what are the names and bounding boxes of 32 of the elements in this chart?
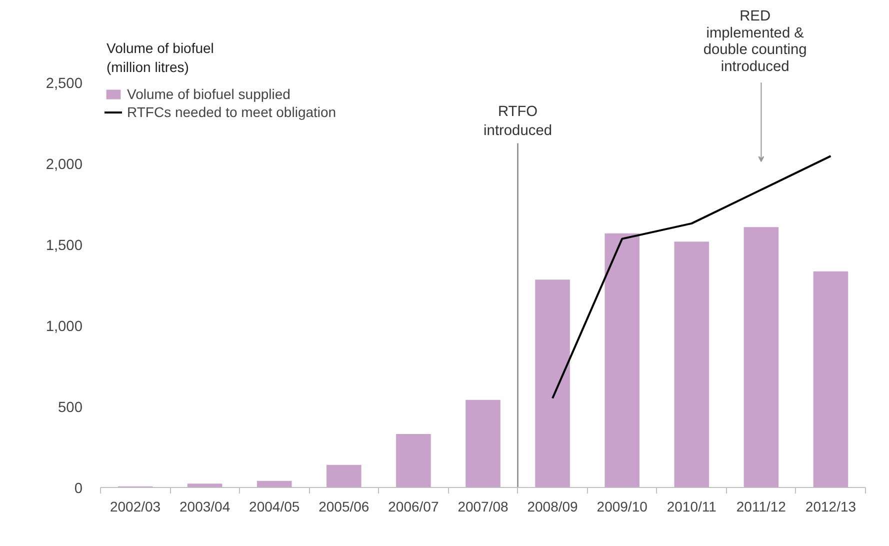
bar [396, 434, 431, 488]
x-tick-label: 2003/04 [180, 498, 230, 514]
y-tick-label: 2,500 [46, 76, 83, 92]
x-tick-label: 2012/13 [805, 498, 856, 514]
annotation: RTFO introduced [484, 104, 552, 140]
bar [256, 480, 292, 488]
legend-label: Volume of biofuel supplied [127, 86, 290, 102]
x-tick-label: 2006/07 [388, 498, 439, 514]
bar [744, 227, 779, 488]
y-tick-label: 1,500 [46, 238, 83, 254]
bar [813, 271, 848, 488]
bar [604, 233, 640, 488]
y-axis-title: Volume of biofuel (million litres) [106, 40, 214, 75]
y-tick-label: 1,000 [46, 319, 83, 335]
bar [466, 400, 500, 488]
x-tick-label: 2002/03 [110, 498, 161, 514]
y-tick-label: 0 [74, 481, 83, 497]
bar [326, 464, 362, 488]
x-tick-label: 2004/05 [249, 498, 300, 514]
text: RED implemented & double counting introduced [703, 8, 807, 75]
legend-label: RTFCs needed to meet obligation [127, 104, 336, 120]
y-tick-label: 2,000 [46, 157, 83, 173]
bar [535, 280, 570, 488]
x-tick-label: 2010/11 [666, 498, 717, 514]
x-tick-label: 2011/12 [736, 498, 786, 514]
x-tick-label: 2007/08 [458, 498, 509, 514]
x-tick-label: 2005/06 [318, 498, 370, 514]
y-tick-label: 500 [58, 400, 83, 416]
line-series [552, 155, 832, 400]
x-tick-label: 2008/09 [527, 498, 578, 514]
bar [674, 242, 710, 488]
x-tick-label: 2009/10 [596, 498, 648, 514]
